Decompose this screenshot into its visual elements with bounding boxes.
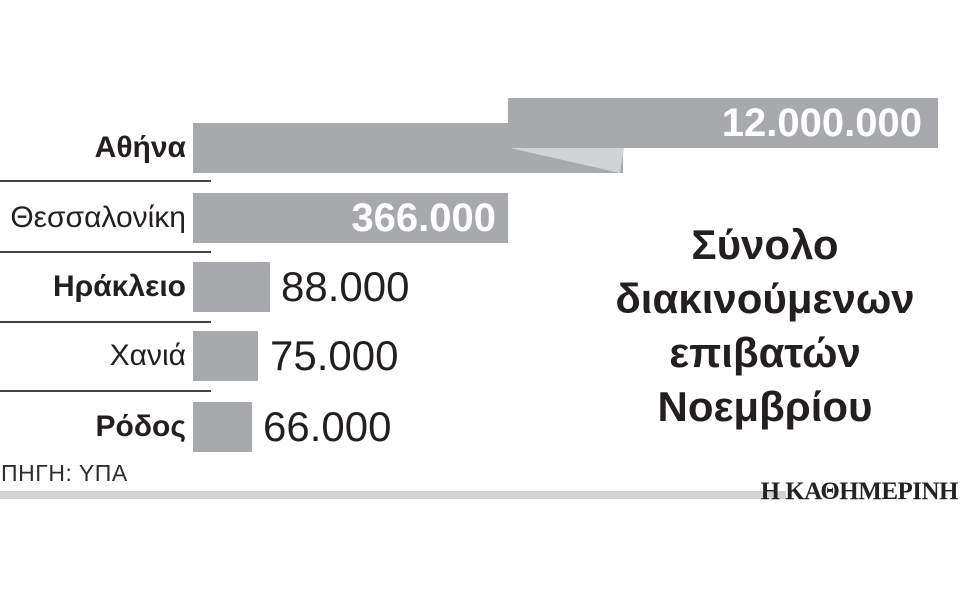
value-heraklion: 88.000 bbox=[281, 263, 410, 310]
bar-heraklion bbox=[193, 262, 270, 312]
row-divider bbox=[0, 390, 211, 392]
bar-rhodes bbox=[193, 402, 252, 452]
row-divider bbox=[0, 180, 211, 182]
bar-chania bbox=[193, 331, 258, 381]
bar-thessaloniki: 366.000 bbox=[193, 193, 508, 243]
chart-title-line: διακινούμενων bbox=[615, 275, 915, 322]
value-chania: 75.000 bbox=[270, 332, 399, 379]
value-athens: 12.000.000 bbox=[721, 101, 922, 145]
source-note: ΠΗΓΗ: ΥΠΑ bbox=[1, 460, 128, 486]
chart-title: Σύνολο διακινούμενων επιβατών Νοεμβρίου bbox=[570, 218, 960, 434]
bar-label-chania: Χανιά bbox=[109, 339, 186, 372]
chart-title-line: Νοεμβρίου bbox=[657, 383, 873, 430]
bar-label-thessaloniki: Θεσσαλονίκη bbox=[10, 201, 186, 234]
bar-label-heraklion: Ηράκλειο bbox=[53, 270, 186, 303]
bar-label-athens: Αθήνα bbox=[94, 131, 186, 164]
row-divider bbox=[0, 321, 211, 323]
newspaper-logo: Η ΚΑΘΗΜΕΡΙΝΗ bbox=[760, 478, 959, 505]
bar-label-rhodes: Ρόδος bbox=[95, 410, 186, 443]
chart-title-line: Σύνολο bbox=[691, 221, 839, 268]
bar-break-fold-icon bbox=[510, 148, 624, 173]
row-divider bbox=[0, 251, 211, 253]
chart-title-line: επιβατών bbox=[669, 329, 861, 376]
value-rhodes: 66.000 bbox=[263, 403, 392, 450]
footer-rule bbox=[0, 491, 786, 499]
value-thessaloniki: 366.000 bbox=[351, 196, 496, 240]
